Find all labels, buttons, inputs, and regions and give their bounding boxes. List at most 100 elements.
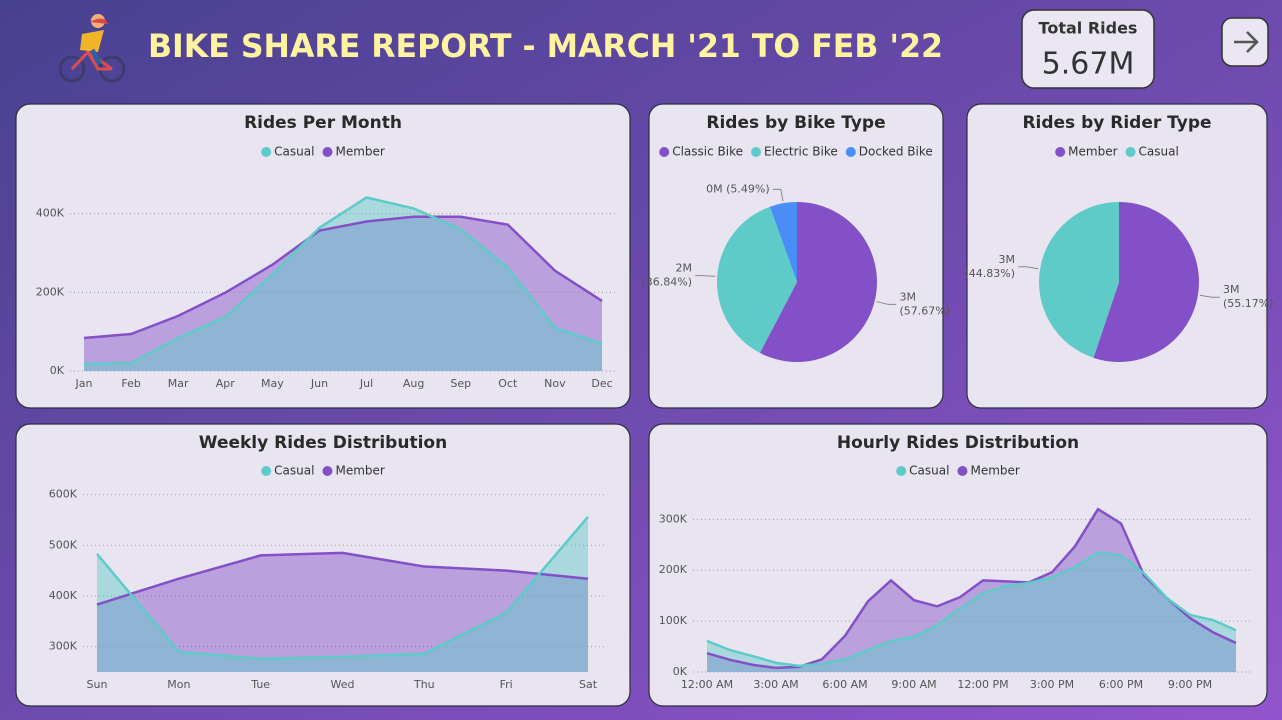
legend-label: Member: [1068, 145, 1117, 159]
x-tick-label: Jul: [359, 377, 373, 390]
area-fill: [84, 216, 602, 371]
legend-swatch: [751, 147, 762, 157]
pie-slice: [759, 202, 877, 362]
leader-line: [772, 188, 784, 202]
pie-slice: [1039, 202, 1119, 358]
x-tick-label: Nov: [544, 377, 566, 390]
area-fill: [707, 552, 1236, 672]
next-button[interactable]: [1221, 17, 1269, 67]
y-tick-label: 300K: [49, 640, 78, 653]
legend-swatch: [896, 466, 907, 476]
legend: Casual Member: [896, 464, 1020, 478]
chart-title: Rides by Bike Type: [706, 113, 885, 133]
y-tick-label: 0K: [673, 665, 688, 678]
legend: Casual Member: [261, 464, 385, 478]
legend-label: Docked Bike: [859, 145, 933, 159]
x-tick-label: Oct: [498, 377, 518, 390]
legend-swatch: [659, 147, 670, 157]
pie-slice: [769, 202, 797, 282]
pie-label: 2M: [676, 262, 693, 275]
report-title: BIKE SHARE REPORT - MARCH '21 TO FEB '22: [148, 27, 943, 65]
area-line: [96, 516, 589, 661]
x-tick-label: Jun: [310, 377, 328, 390]
legend-label: Classic Bike: [672, 145, 743, 159]
x-tick-label: Thu: [413, 678, 435, 691]
legend: Member Casual: [1055, 145, 1179, 159]
area-line: [83, 196, 603, 366]
pie-label: (36.84%): [641, 276, 692, 289]
x-tick-label: Feb: [121, 377, 140, 390]
x-tick-label: 9:00 PM: [1168, 678, 1212, 691]
x-tick-label: 6:00 AM: [822, 678, 867, 691]
x-tick-label: Wed: [331, 678, 355, 691]
x-tick-label: 9:00 AM: [891, 678, 936, 691]
legend-swatch: [1125, 147, 1136, 157]
area-line: [706, 551, 1237, 668]
panel: [648, 423, 1268, 707]
x-tick-label: Mon: [167, 678, 190, 691]
pie-label: 3M: [899, 290, 916, 303]
legend-label: Member: [335, 145, 384, 159]
legend-label: Member: [335, 464, 384, 478]
area-fill: [97, 552, 588, 672]
x-tick-label: Aug: [403, 377, 424, 390]
x-tick-label: May: [261, 377, 284, 390]
legend-label: Member: [970, 464, 1019, 478]
panel: [15, 423, 631, 707]
pie-label: 3M: [1223, 283, 1240, 296]
pie-label: (55.17%): [1223, 297, 1274, 310]
chart-title: Rides Per Month: [244, 113, 402, 133]
y-tick-label: 300K: [659, 512, 688, 525]
leader-line: [695, 275, 716, 277]
legend-label: Casual: [274, 145, 314, 159]
total-card: [1021, 9, 1155, 89]
legend-swatch: [845, 147, 856, 157]
y-tick-label: 600K: [49, 488, 78, 501]
x-tick-label: Sep: [450, 377, 471, 390]
pie-label: 3M: [999, 253, 1016, 266]
legend-label: Casual: [1139, 145, 1179, 159]
leader-line: [1018, 266, 1039, 270]
pie-label: (44.83%): [965, 267, 1016, 280]
pie-label: (57.67%): [899, 304, 950, 317]
y-tick-label: 200K: [659, 563, 688, 576]
legend: Classic Bike Electric Bike Docked Bike: [659, 145, 933, 159]
area-line: [96, 551, 589, 606]
legend: Casual Member: [261, 145, 385, 159]
pie-slice: [717, 206, 797, 353]
card-value: 5.67M: [1042, 47, 1135, 82]
area-fill: [707, 509, 1236, 672]
area-fill: [84, 197, 602, 371]
x-tick-label: Fri: [500, 678, 513, 691]
pie-slice: [1093, 202, 1199, 363]
bike-icon: [58, 14, 126, 83]
y-tick-label: 500K: [49, 538, 78, 551]
legend-swatch: [322, 466, 333, 476]
leader-line: [876, 301, 897, 305]
panel: [15, 103, 631, 409]
card-label: Total Rides: [1039, 19, 1138, 38]
pie-label: 0M (5.49%): [706, 182, 770, 195]
x-tick-label: Jan: [75, 377, 93, 390]
chart-title: Hourly Rides Distribution: [837, 433, 1079, 453]
x-tick-label: 3:00 PM: [1030, 678, 1074, 691]
legend-swatch: [261, 466, 272, 476]
area-line: [83, 215, 603, 340]
legend-label: Casual: [274, 464, 314, 478]
x-tick-label: Sun: [87, 678, 108, 691]
x-tick-label: 12:00 PM: [957, 678, 1008, 691]
y-tick-label: 0K: [50, 364, 65, 377]
x-tick-label: 12:00 AM: [681, 678, 733, 691]
x-tick-label: Tue: [250, 678, 270, 691]
chart-title: Weekly Rides Distribution: [199, 433, 447, 453]
y-tick-label: 200K: [36, 285, 65, 298]
x-tick-label: Apr: [216, 377, 236, 390]
x-tick-label: 6:00 PM: [1099, 678, 1143, 691]
legend-swatch: [1055, 147, 1066, 157]
legend-swatch: [261, 147, 272, 157]
y-tick-label: 400K: [49, 589, 78, 602]
leader-line: [1199, 294, 1220, 298]
chart-title: Rides by Rider Type: [1022, 113, 1211, 133]
y-tick-label: 100K: [659, 614, 688, 627]
y-tick-label: 400K: [36, 207, 65, 220]
